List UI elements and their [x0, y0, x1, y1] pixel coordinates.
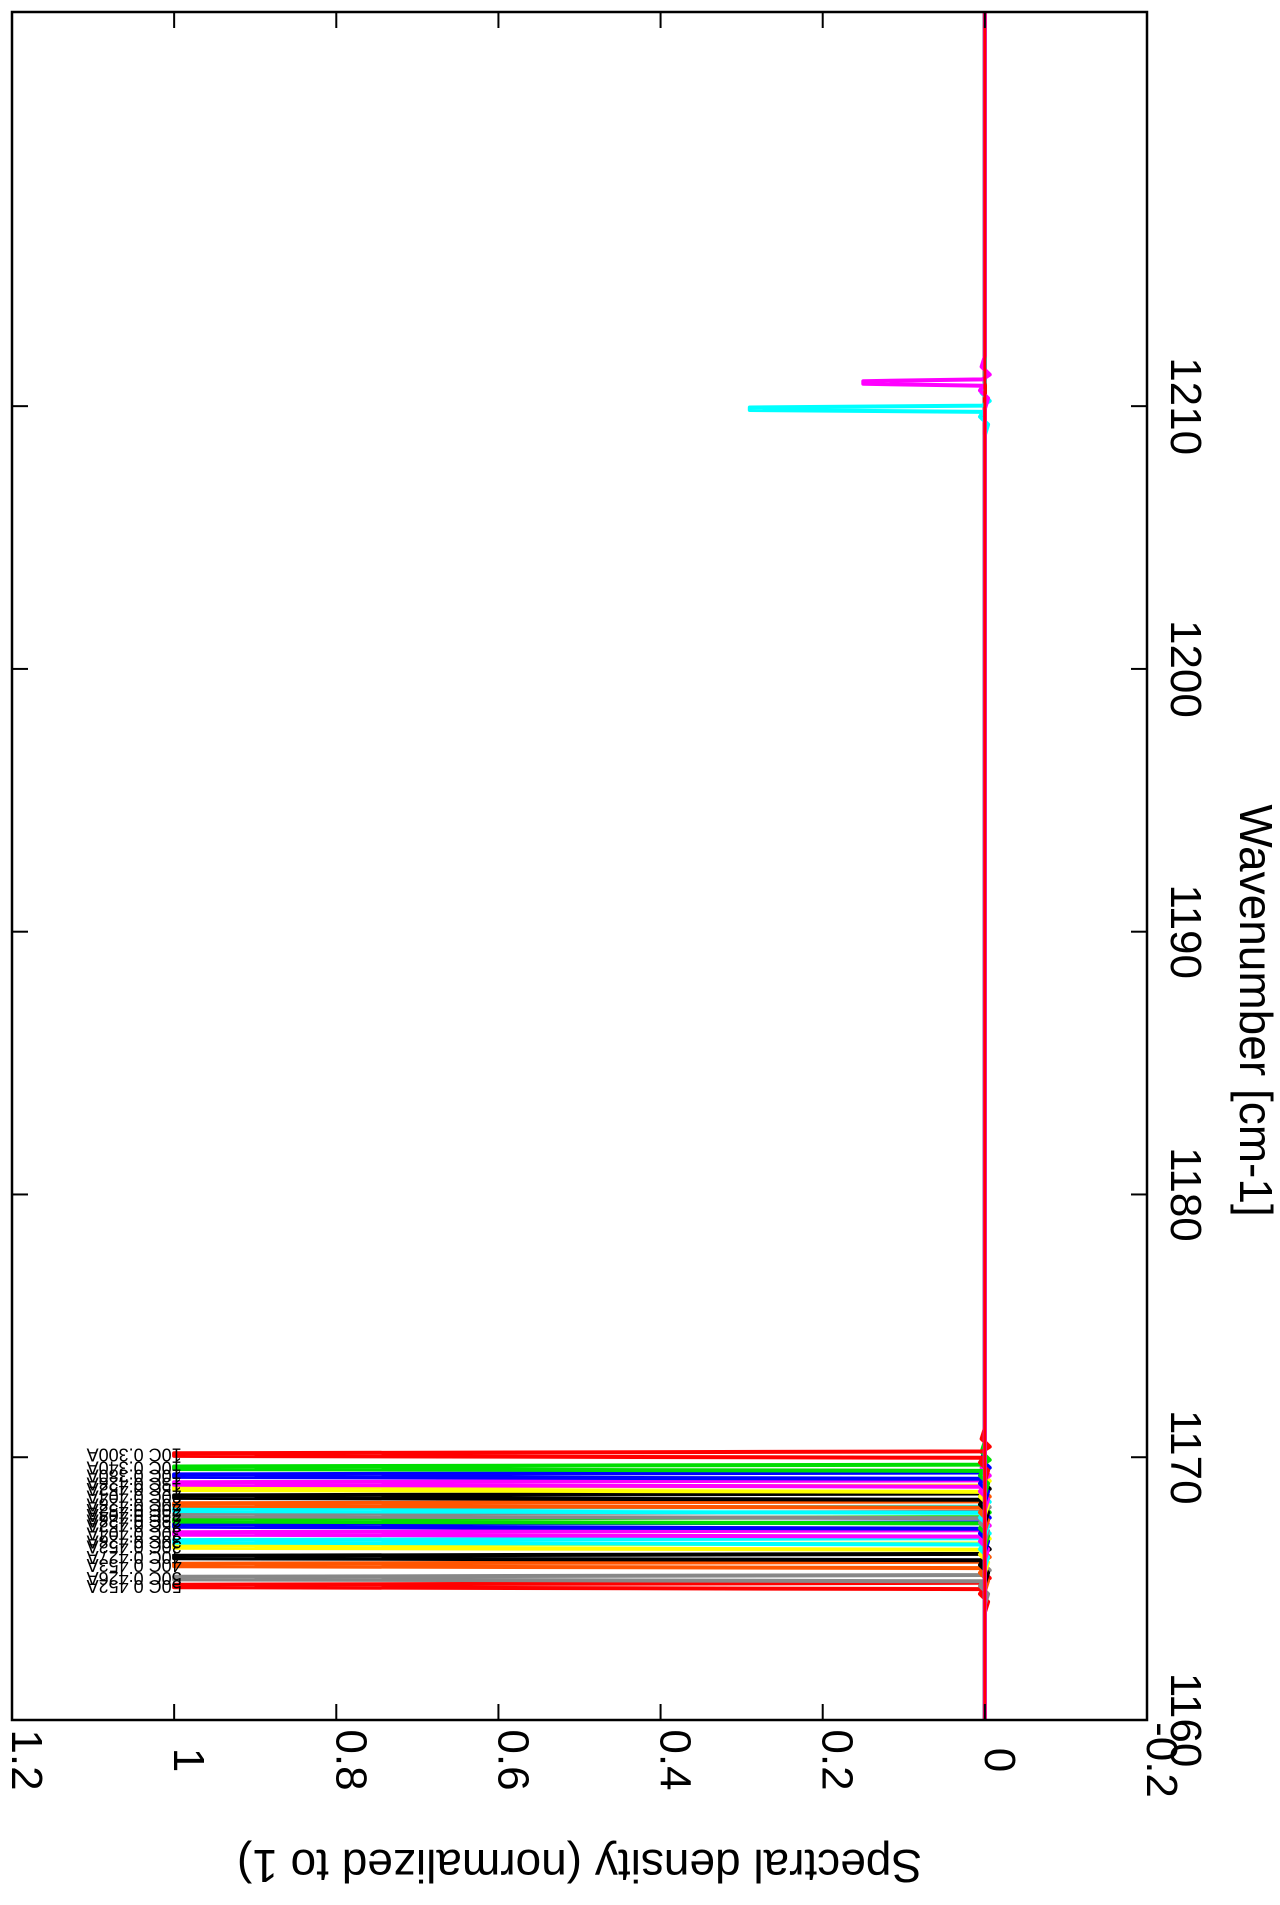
series-label: 10C 0.380A	[87, 1466, 182, 1486]
series-label: 25C 0.404A	[87, 1505, 182, 1525]
y-tick-label: -0.2	[1137, 1722, 1186, 1798]
y-tick-label: 0.8	[326, 1729, 375, 1790]
series-label: 25C 0.428A	[87, 1510, 182, 1530]
series-line	[861, 12, 992, 1720]
series-label: 30C 0.404A	[87, 1523, 182, 1543]
series-label: 40C 0.453A	[87, 1555, 182, 1575]
x-tick-label: 1190	[1161, 884, 1210, 979]
y-tick-label: 1.2	[2, 1729, 51, 1790]
series-label: 40C 0.427A	[87, 1547, 182, 1567]
plot-frame	[10, 10, 1149, 1722]
y-axis-label: Spectral density (normalized to 1)	[237, 1840, 922, 1892]
series-label: 30C 0.428A	[87, 1531, 182, 1551]
series-label: 50C 0.452A	[87, 1576, 182, 1596]
series-layer	[172, 12, 992, 1720]
x-tick-label: 1210	[1161, 357, 1210, 455]
series-label: 20C 0.452A	[87, 1500, 182, 1520]
series-label: 30C 0.452A	[87, 1537, 182, 1557]
series-line	[172, 12, 992, 1720]
x-tick-label: 1170	[1161, 1410, 1210, 1505]
y-tick-label: 0	[975, 1748, 1024, 1772]
series-label: 10C 0.340A	[87, 1458, 182, 1478]
x-axis-label: Wavenumber [cm-1]	[1230, 804, 1280, 1216]
series-label: 20C 0.404A	[87, 1487, 182, 1507]
series-label: 50C 0.426A	[87, 1568, 182, 1588]
series-label: 10C 0.300A	[87, 1445, 182, 1465]
series-label: 20C 0.428A	[87, 1495, 182, 1515]
x-tick-label: 1200	[1161, 620, 1210, 718]
y-tick-label: 1	[164, 1748, 213, 1772]
y-tick-labels: -0.2 0 0.2 0.4 0.6 0.8 1 1.2	[2, 1722, 1186, 1798]
y-tick-label: 0.4	[651, 1729, 700, 1790]
series-label: 15C 0.428A	[87, 1474, 182, 1494]
x-tick-label: 1160	[1161, 1673, 1210, 1768]
y-tick-label: 0.2	[813, 1729, 862, 1790]
series-label: 25C 0.452A	[87, 1516, 182, 1536]
y-tick-label: 0.6	[488, 1729, 537, 1790]
x-tick-labels: 1160 1170 1180 1190 1200 1210	[1161, 357, 1210, 1767]
x-tick-label: 1180	[1161, 1147, 1210, 1242]
series-label: 15C 0.452A	[87, 1479, 182, 1499]
